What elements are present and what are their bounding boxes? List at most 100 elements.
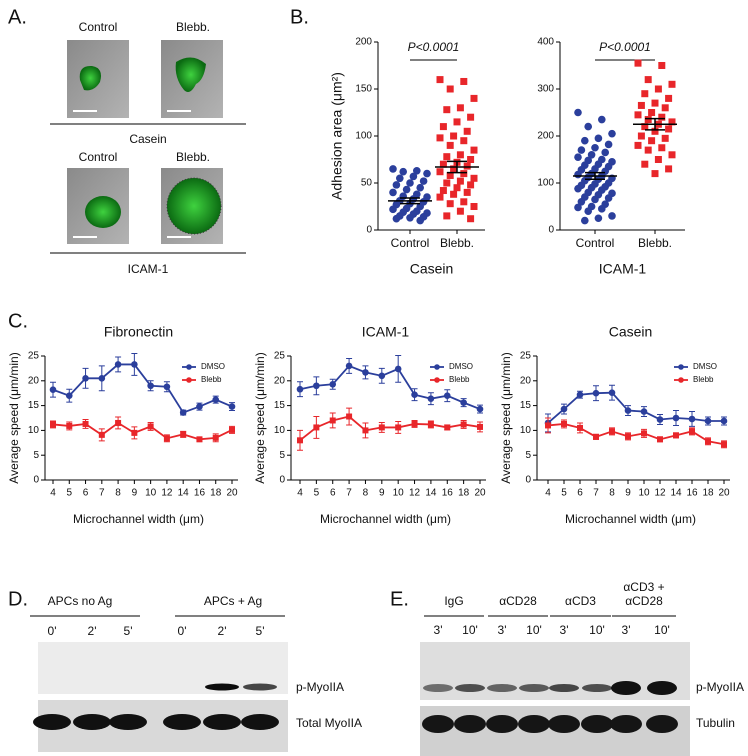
point xyxy=(115,419,122,426)
point xyxy=(196,436,203,443)
point xyxy=(648,109,656,116)
point xyxy=(82,375,89,382)
point xyxy=(406,179,414,187)
point xyxy=(577,146,586,154)
x-tick-label: 16 xyxy=(442,488,454,499)
point xyxy=(180,431,187,438)
point xyxy=(456,177,464,185)
image-label: Blebb. xyxy=(176,150,210,164)
point xyxy=(456,104,464,112)
x-tick-label: 9 xyxy=(379,488,385,499)
point xyxy=(648,137,656,145)
point xyxy=(444,424,451,431)
y-tick-label: 100 xyxy=(355,131,372,142)
x-tick-label: 14 xyxy=(178,488,190,499)
point xyxy=(689,428,695,435)
x-tick-label: 12 xyxy=(409,488,421,499)
micrograph xyxy=(67,168,129,244)
x-tick-label: 4 xyxy=(297,488,303,499)
x-tick-label: 12 xyxy=(161,488,173,499)
point xyxy=(443,212,451,220)
point xyxy=(477,423,483,430)
image-label: Blebb. xyxy=(176,20,210,34)
time-label: 5' xyxy=(256,624,265,638)
x-axis-label: Microchannel width (μm) xyxy=(320,512,451,526)
point xyxy=(560,405,568,413)
band xyxy=(519,684,549,692)
point xyxy=(436,134,444,142)
point xyxy=(436,193,444,201)
x-tick-label: 8 xyxy=(363,488,369,499)
point xyxy=(427,395,435,402)
x-tick-label: 7 xyxy=(99,488,105,499)
y-tick-label: 10 xyxy=(274,425,286,436)
y-tick-label: 25 xyxy=(274,351,286,362)
group-label: αCD28 xyxy=(625,594,663,608)
group-label: αCD3 + xyxy=(623,580,664,594)
blot-label: Total MyoIIA xyxy=(296,716,362,730)
point xyxy=(443,153,451,161)
band xyxy=(33,714,71,730)
x-tick-label: 18 xyxy=(702,488,714,499)
time-label: 0' xyxy=(48,624,57,638)
point xyxy=(705,438,711,445)
point xyxy=(296,385,304,393)
annotation: P<0.0001 xyxy=(599,40,651,54)
band xyxy=(423,684,453,692)
point xyxy=(654,85,662,93)
band xyxy=(582,684,612,692)
chart-title: Casein xyxy=(609,324,653,340)
error-bar xyxy=(447,160,467,174)
point xyxy=(467,113,475,121)
point xyxy=(470,146,478,154)
point xyxy=(416,183,425,192)
y-tick-label: 0 xyxy=(525,475,531,486)
chart-title: Fibronectin xyxy=(104,324,173,340)
point xyxy=(450,165,458,173)
point xyxy=(229,426,235,433)
micrograph xyxy=(161,40,223,118)
point xyxy=(147,382,154,390)
point xyxy=(419,177,428,185)
y-tick-label: 15 xyxy=(274,400,286,411)
point xyxy=(665,165,673,173)
point xyxy=(467,215,475,223)
image-label: Control xyxy=(79,20,118,34)
point xyxy=(179,409,187,416)
point xyxy=(593,433,599,440)
y-tick-label: 10 xyxy=(28,425,40,436)
point xyxy=(446,200,454,208)
point xyxy=(453,118,461,126)
band xyxy=(241,714,279,730)
point xyxy=(576,391,584,398)
point xyxy=(345,362,353,370)
x-tick-label: 6 xyxy=(330,488,336,499)
point xyxy=(651,99,659,107)
point xyxy=(423,169,431,178)
point xyxy=(389,205,397,214)
point xyxy=(584,207,592,215)
legend-label: Blebb xyxy=(693,375,714,384)
point xyxy=(574,108,582,117)
point xyxy=(661,134,669,142)
y-tick-label: 20 xyxy=(28,375,40,386)
legend-label: Blebb xyxy=(201,375,222,384)
time-label: 10' xyxy=(526,623,542,637)
point xyxy=(460,170,468,178)
point xyxy=(446,85,454,93)
panel-label: A. xyxy=(8,6,27,28)
point xyxy=(574,170,582,179)
x-tick-label: 12 xyxy=(654,488,666,499)
point xyxy=(212,396,220,403)
x-tick-label: 8 xyxy=(115,488,121,499)
point xyxy=(395,424,402,431)
x-tick-label: 16 xyxy=(686,488,698,499)
band xyxy=(611,681,641,695)
band xyxy=(486,715,518,733)
point xyxy=(598,115,606,124)
y-tick-label: 20 xyxy=(520,375,532,386)
point xyxy=(476,405,484,413)
point xyxy=(470,174,478,182)
x-tick-label: Blebb. xyxy=(638,236,672,250)
micrograph xyxy=(161,168,223,244)
